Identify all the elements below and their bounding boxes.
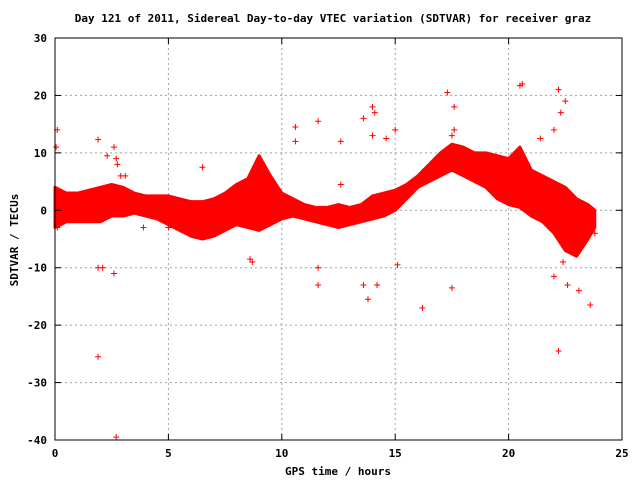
data-point: [557, 109, 564, 116]
data-point: [448, 132, 455, 139]
grid-lines: [55, 38, 622, 440]
y-tick-label: 10: [34, 147, 47, 160]
data-point: [587, 302, 594, 309]
data-point: [114, 161, 121, 168]
data-band: [53, 142, 597, 258]
data-point: [591, 230, 598, 237]
data-point: [292, 124, 299, 131]
data-point: [383, 135, 390, 142]
data-point: [337, 138, 344, 145]
chart-title: Day 121 of 2011, Sidereal Day-to-day VTE…: [75, 12, 592, 25]
data-point: [451, 103, 458, 110]
data-point: [360, 281, 367, 288]
data-point: [564, 281, 571, 288]
y-tick-label: 0: [40, 204, 47, 217]
x-tick-label: 20: [502, 447, 515, 460]
axis-ticks: 0 5 10 15 20 25 30 20 10 0 -10 -20 -30 -40: [27, 32, 629, 460]
y-tick-label: -40: [27, 434, 47, 447]
data-point: [95, 136, 102, 143]
data-point: [292, 138, 299, 145]
data-point: [110, 144, 117, 151]
x-tick-label: 10: [275, 447, 288, 460]
data-point: [575, 287, 582, 294]
data-point: [122, 172, 129, 179]
data-point: [371, 109, 378, 116]
data-point: [53, 144, 60, 151]
data-point: [337, 181, 344, 188]
data-point: [315, 118, 322, 125]
x-tick-label: 5: [165, 447, 172, 460]
data-point: [104, 152, 111, 159]
data-point: [560, 258, 567, 265]
data-point: [95, 353, 102, 360]
data-point: [113, 434, 120, 441]
data-point: [360, 115, 367, 122]
data-point: [392, 126, 399, 133]
data-point: [315, 264, 322, 271]
x-tick-label: 0: [52, 447, 59, 460]
y-tick-label: -30: [27, 377, 47, 390]
data-point: [537, 135, 544, 142]
data-point: [256, 172, 263, 179]
data-point: [113, 155, 120, 162]
data-point: [419, 304, 426, 311]
data-point: [516, 82, 523, 89]
data-point: [555, 86, 562, 93]
data-point: [165, 224, 172, 231]
data-point: [444, 89, 451, 96]
data-point: [315, 281, 322, 288]
data-point: [369, 132, 376, 139]
data-points: [53, 80, 598, 441]
data-point: [451, 126, 458, 133]
data-band-area: [53, 142, 597, 258]
y-tick-label: 20: [34, 89, 47, 102]
data-point: [199, 164, 206, 171]
data-point: [99, 264, 106, 271]
data-point: [562, 98, 569, 105]
data-point: [555, 347, 562, 354]
data-point: [374, 281, 381, 288]
y-tick-label: -10: [27, 262, 47, 275]
plot-frame: [54, 37, 623, 441]
data-point: [394, 261, 401, 268]
y-tick-label: 30: [34, 32, 47, 45]
data-point: [140, 224, 147, 231]
data-point: [110, 270, 117, 277]
x-tick-label: 15: [389, 447, 402, 460]
y-axis-label: SDTVAR / TECUs: [8, 194, 21, 287]
x-tick-label: 25: [615, 447, 628, 460]
x-axis-label: GPS time / hours: [285, 465, 391, 478]
data-point: [249, 258, 256, 265]
data-point: [550, 126, 557, 133]
y-tick-label: -20: [27, 319, 47, 332]
data-point: [364, 296, 371, 303]
data-point: [448, 284, 455, 291]
data-point: [369, 103, 376, 110]
data-point: [550, 273, 557, 280]
